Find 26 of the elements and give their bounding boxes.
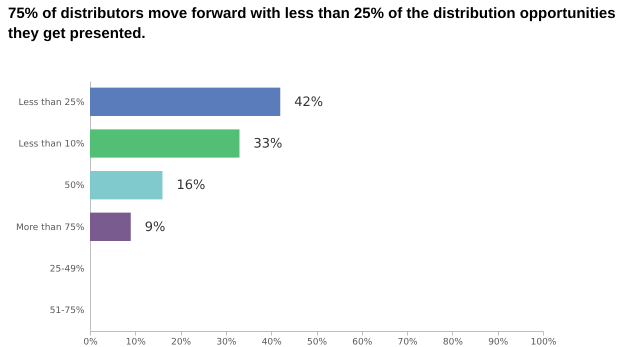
bar — [90, 171, 162, 200]
y-tick-label: More than 75% — [16, 222, 85, 233]
x-tick-label: 90% — [488, 338, 509, 347]
data-label: 9% — [144, 220, 166, 235]
x-tick-label: 50% — [306, 338, 328, 347]
x-tick-label: 60% — [352, 338, 373, 347]
x-tick-label: 70% — [398, 338, 418, 347]
x-tick-label: 80% — [442, 338, 464, 347]
bar — [90, 88, 280, 116]
x-tick-label: 100% — [530, 338, 557, 347]
x-tick-label: 30% — [216, 338, 237, 347]
x-tick-label: 20% — [171, 338, 192, 347]
y-tick-label: Less than 25% — [18, 98, 85, 108]
y-tick-label: 51-75% — [50, 306, 85, 316]
bar — [90, 129, 240, 158]
chart-title: 75% of distributors move forward with less than 25% of the distribution opportunities they get presented. — [8, 5, 616, 42]
data-label: 33% — [253, 136, 282, 152]
y-tick-label: Less than 10% — [18, 140, 85, 150]
x-tick-label: 10% — [126, 338, 146, 347]
x-tick-label: 40% — [262, 338, 282, 347]
data-label: 42% — [294, 94, 324, 110]
x-tick-label: 0% — [83, 338, 98, 347]
y-tick-label: 50% — [64, 181, 85, 192]
data-label: 16% — [176, 178, 206, 194]
y-tick-label: 25-49% — [50, 264, 85, 274]
bar — [90, 212, 131, 241]
